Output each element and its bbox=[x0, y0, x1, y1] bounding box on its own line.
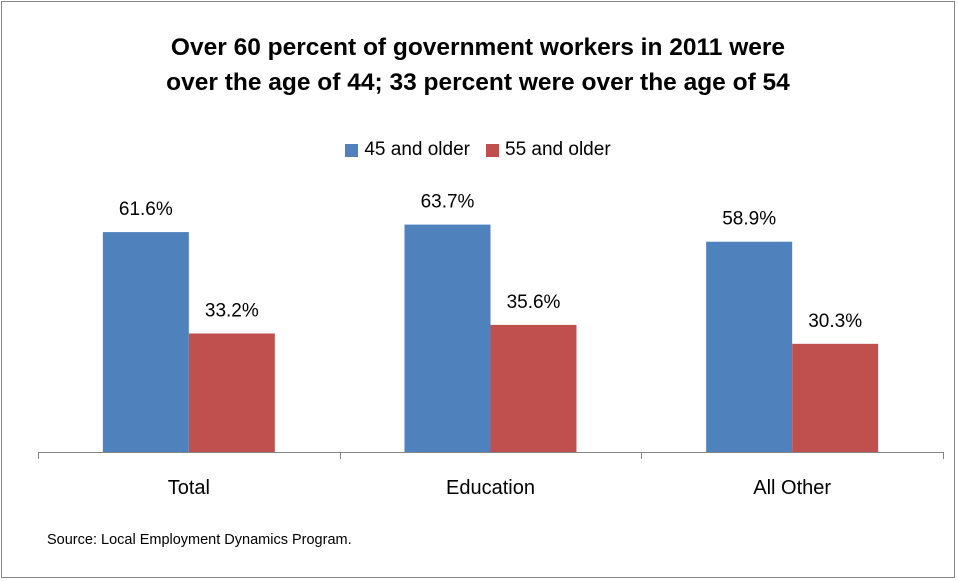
bar-45-and-older bbox=[706, 241, 793, 452]
bar-55-and-older bbox=[792, 343, 879, 452]
legend-swatch-45-and-older bbox=[345, 143, 359, 157]
legend-swatch-55-and-older bbox=[486, 143, 499, 157]
chart-legend: 45 and older 55 and older bbox=[0, 136, 956, 164]
chart-title-line-2: over the age of 44; 33 percent were over… bbox=[166, 69, 790, 96]
legend-item-55-and-older: 55 and older bbox=[486, 139, 611, 161]
chart-title-line-1: Over 60 percent of government workers in… bbox=[170, 34, 786, 61]
bar-55-and-older bbox=[188, 333, 275, 452]
x-tick-label: All Other bbox=[753, 477, 831, 499]
data-label-45-and-older: 58.9% bbox=[722, 209, 776, 230]
data-label-45-and-older: 63.7% bbox=[421, 192, 475, 213]
x-tick-label: Education bbox=[446, 477, 535, 499]
legend-label-45-and-older: 45 and older bbox=[364, 139, 470, 160]
bar-55-and-older bbox=[490, 324, 577, 452]
bar-45-and-older bbox=[102, 232, 189, 452]
source-note: Source: Local Employment Dynamics Progra… bbox=[47, 532, 352, 548]
legend-item-45-and-older: 45 and older bbox=[345, 139, 470, 161]
legend-label-55-and-older: 55 and older bbox=[505, 139, 611, 160]
data-label-55-and-older: 35.6% bbox=[507, 292, 561, 313]
x-tick-label: Total bbox=[168, 477, 210, 499]
data-label-55-and-older: 30.3% bbox=[808, 311, 862, 332]
data-label-45-and-older: 61.6% bbox=[119, 199, 173, 220]
data-label-55-and-older: 33.2% bbox=[205, 300, 259, 321]
chart-title: Over 60 percent of government workers in… bbox=[0, 30, 956, 100]
bar-45-and-older bbox=[404, 224, 491, 452]
